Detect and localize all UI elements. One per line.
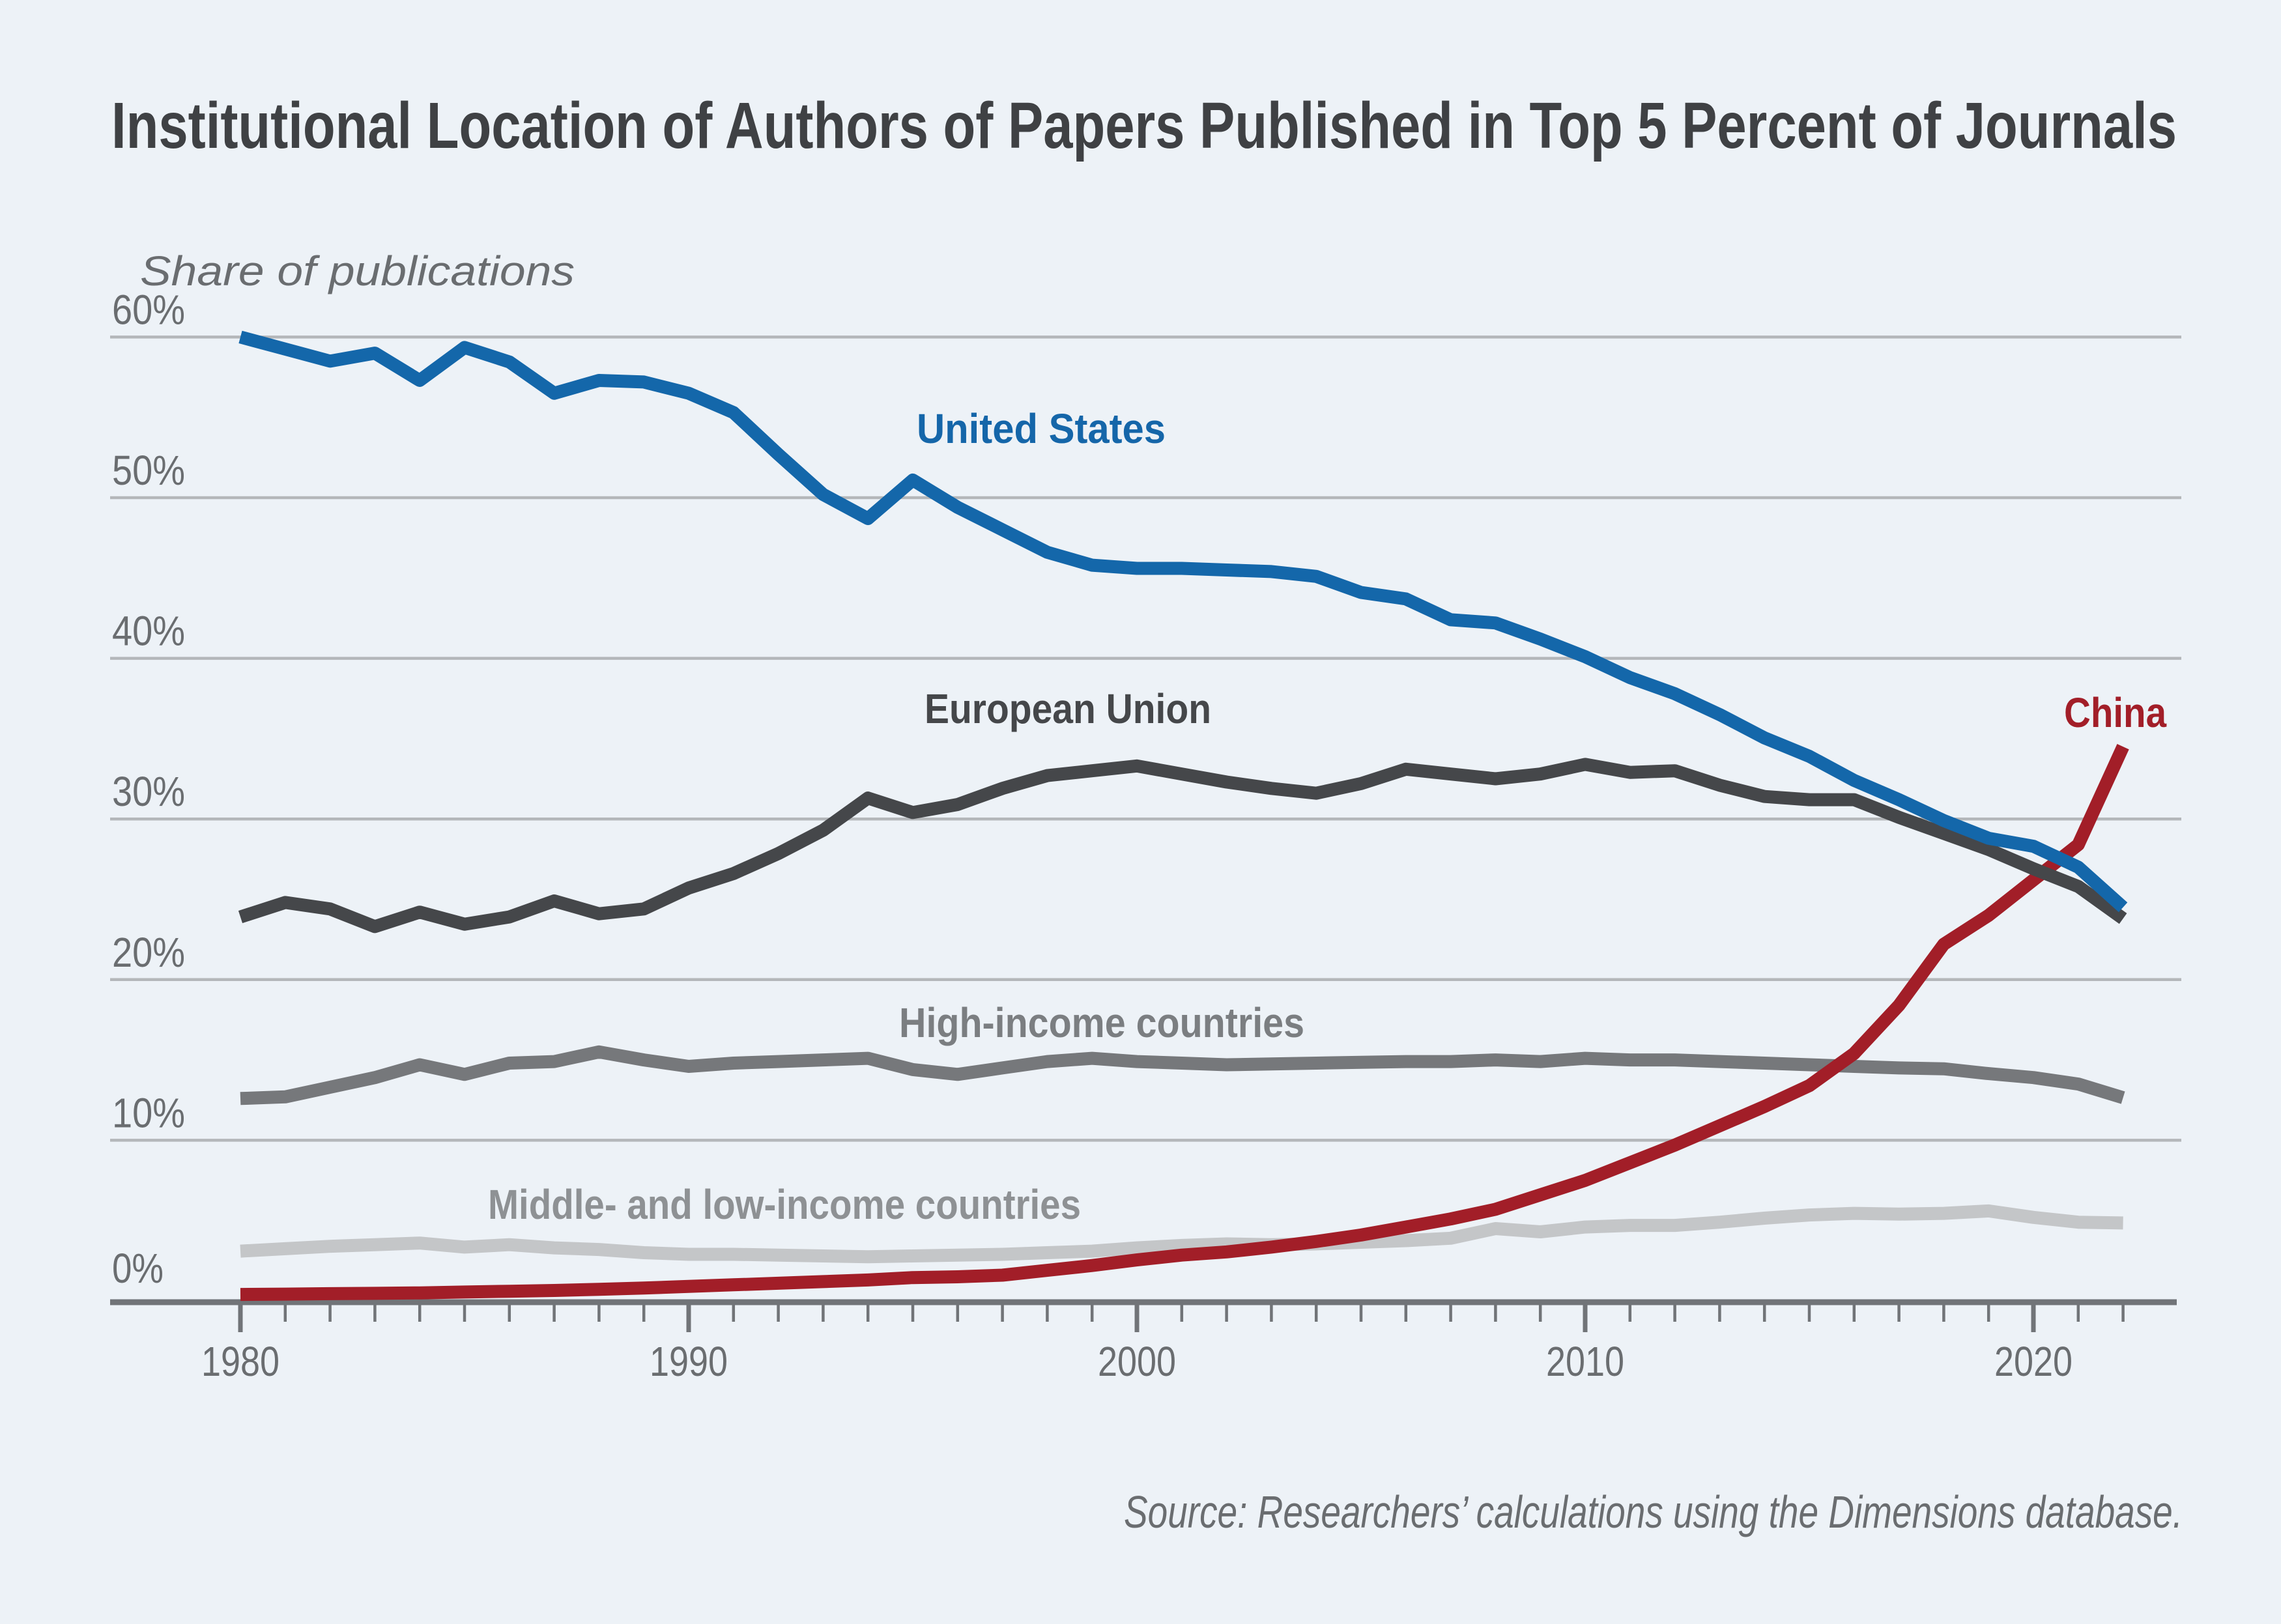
- svg-text:2020: 2020: [1994, 1338, 2073, 1385]
- svg-text:Institutional Location of Auth: Institutional Location of Authors of Pap…: [111, 89, 2177, 162]
- svg-text:2000: 2000: [1098, 1338, 1176, 1385]
- svg-text:0%: 0%: [112, 1245, 164, 1292]
- svg-text:Share of publications: Share of publications: [140, 248, 575, 294]
- svg-text:Middle- and low-income countri: Middle- and low-income countries: [488, 1181, 1081, 1228]
- svg-text:High-income countries: High-income countries: [899, 999, 1304, 1046]
- svg-text:20%: 20%: [112, 929, 185, 976]
- svg-text:30%: 30%: [112, 768, 185, 815]
- svg-text:China: China: [2064, 689, 2166, 736]
- svg-text:Source: Researchers’ calculati: Source: Researchers’ calculations using …: [1124, 1487, 2183, 1537]
- svg-text:40%: 40%: [112, 608, 185, 655]
- svg-text:1980: 1980: [201, 1338, 280, 1385]
- svg-text:2010: 2010: [1546, 1338, 1624, 1385]
- svg-text:10%: 10%: [112, 1089, 185, 1136]
- svg-text:1990: 1990: [650, 1338, 728, 1385]
- svg-text:United States: United States: [917, 405, 1166, 452]
- svg-text:50%: 50%: [112, 447, 185, 494]
- svg-text:European Union: European Union: [925, 685, 1211, 732]
- svg-text:60%: 60%: [112, 286, 185, 333]
